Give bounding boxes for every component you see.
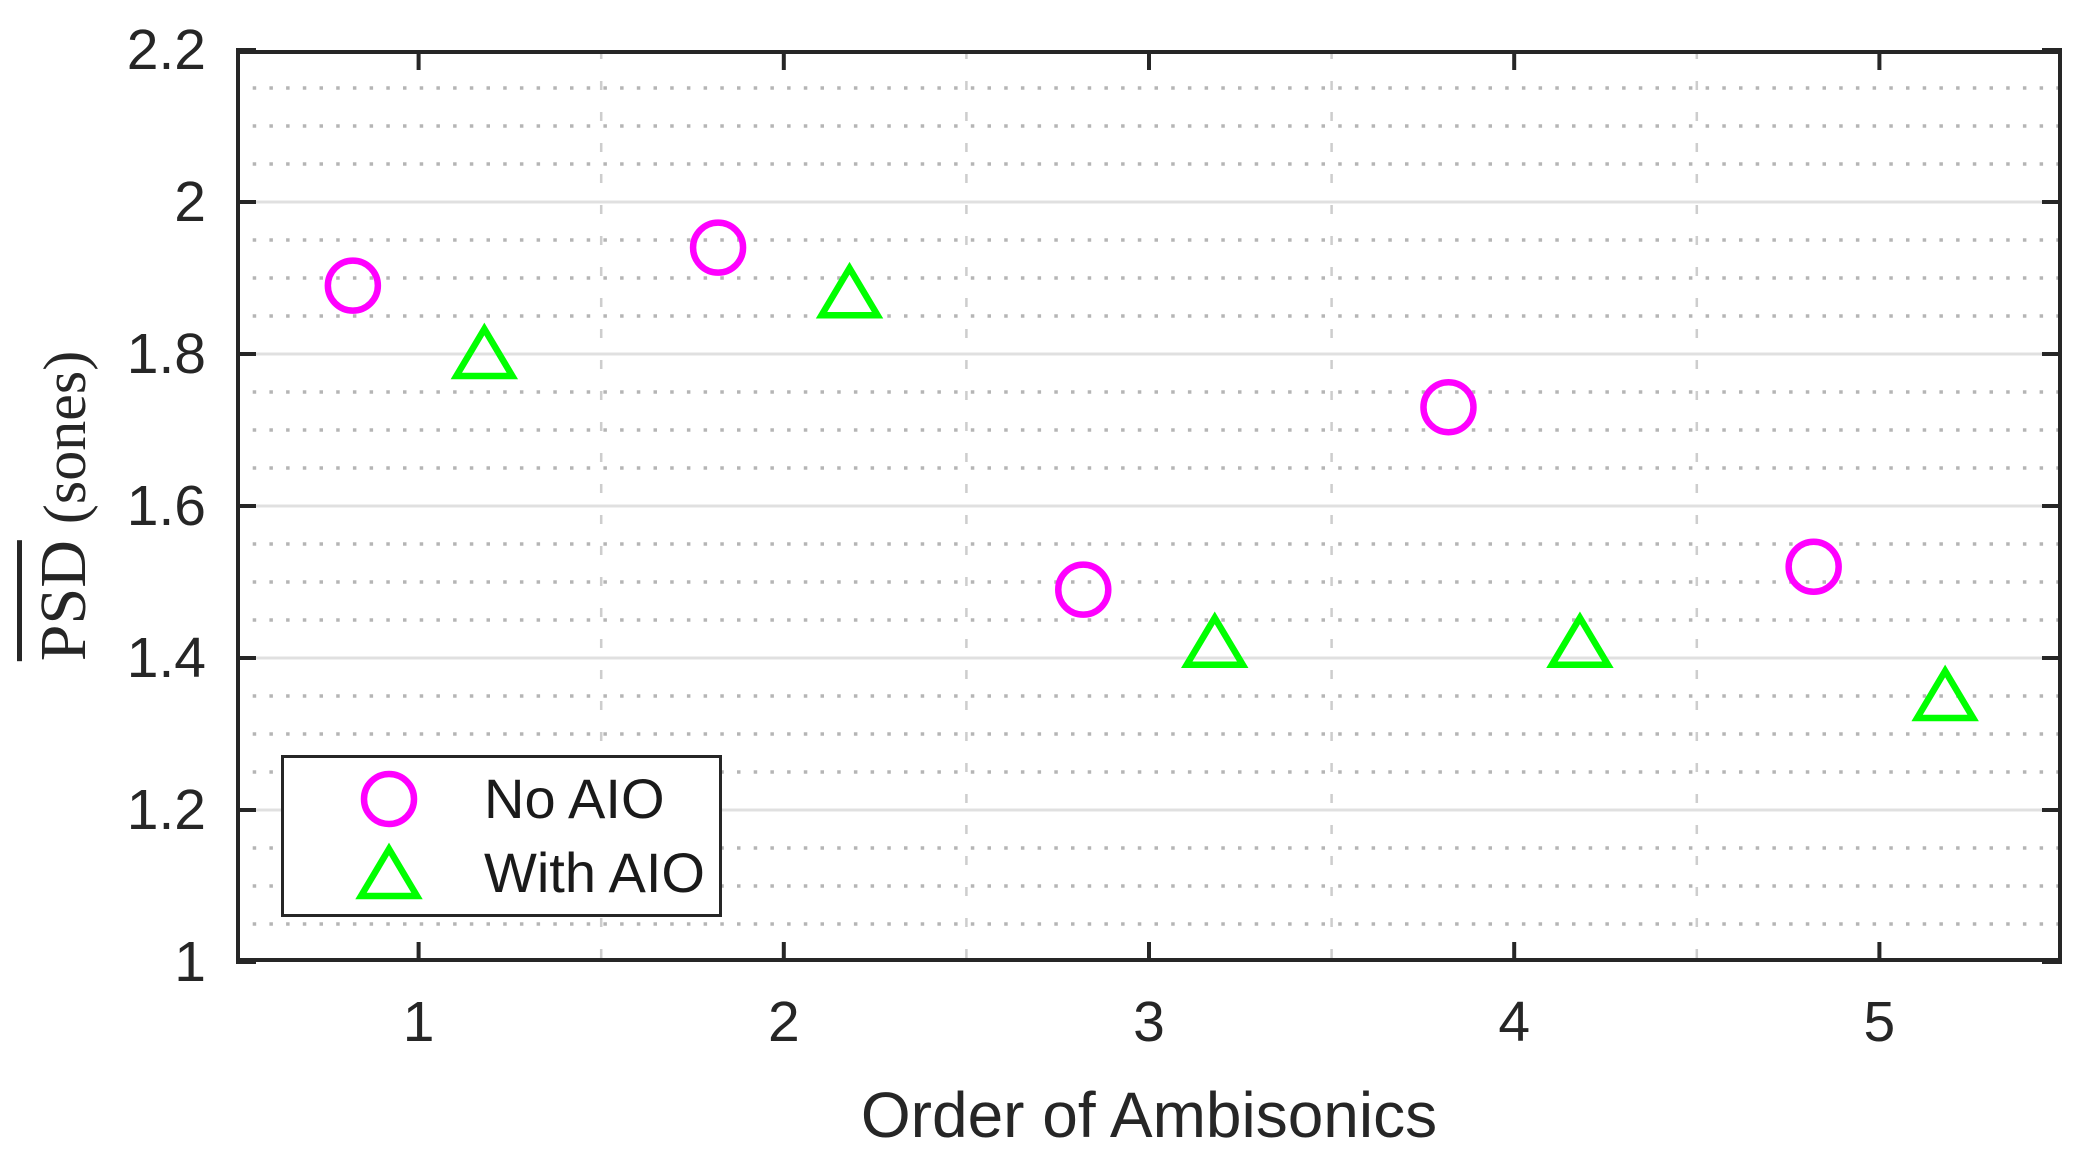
data-point bbox=[324, 257, 382, 314]
x-tick-label: 1 bbox=[402, 990, 435, 1054]
data-point bbox=[1546, 611, 1614, 669]
data-point bbox=[1181, 611, 1249, 669]
y-tick-label: 2.2 bbox=[126, 18, 206, 82]
y-tick-label: 1.8 bbox=[126, 322, 206, 386]
y-axis-label-unit: (sones) bbox=[32, 350, 98, 525]
y-tick-label: 2 bbox=[174, 170, 206, 234]
axis-ticks bbox=[236, 48, 2062, 964]
data-point bbox=[450, 322, 519, 380]
legend-label-no-aio: No AIO bbox=[484, 767, 665, 831]
y-tick-label: 1.4 bbox=[126, 626, 206, 690]
series-with-aio-markers bbox=[450, 261, 1979, 722]
y-tick-label: 1.2 bbox=[126, 778, 206, 842]
x-tick-label: 3 bbox=[1133, 990, 1165, 1054]
with-aio-triangle-icon bbox=[318, 840, 460, 906]
x-tick-label: 2 bbox=[767, 990, 800, 1054]
y-axis-label: PSD (sones) bbox=[17, 350, 102, 662]
y-minor-gridlines bbox=[236, 86, 2062, 926]
y-tick-label: 1.6 bbox=[126, 474, 206, 538]
y-major-gridlines bbox=[236, 200, 2062, 812]
data-point bbox=[1055, 561, 1112, 618]
x-tick-label: 4 bbox=[1498, 990, 1531, 1054]
x-tick-label: 5 bbox=[1863, 990, 1896, 1054]
y-tick-label: 1 bbox=[174, 930, 206, 994]
no-aio-circle-icon bbox=[318, 767, 460, 831]
data-point bbox=[1420, 378, 1477, 436]
legend: No AIO With AIO bbox=[281, 755, 722, 917]
legend-entry-with-aio: With AIO bbox=[318, 840, 719, 906]
data-point bbox=[815, 261, 884, 319]
legend-label-with-aio: With AIO bbox=[484, 841, 705, 905]
data-point bbox=[1911, 664, 1979, 722]
plot-area bbox=[236, 48, 2062, 964]
data-point bbox=[689, 219, 747, 276]
legend-entry-no-aio: No AIO bbox=[318, 766, 719, 831]
data-point bbox=[1785, 538, 1842, 596]
x-axis-label: Order of Ambisonics bbox=[860, 1079, 1438, 1151]
series-no-aio-markers bbox=[324, 219, 1842, 618]
y-axis-label-psd-overline: PSD bbox=[17, 540, 100, 662]
